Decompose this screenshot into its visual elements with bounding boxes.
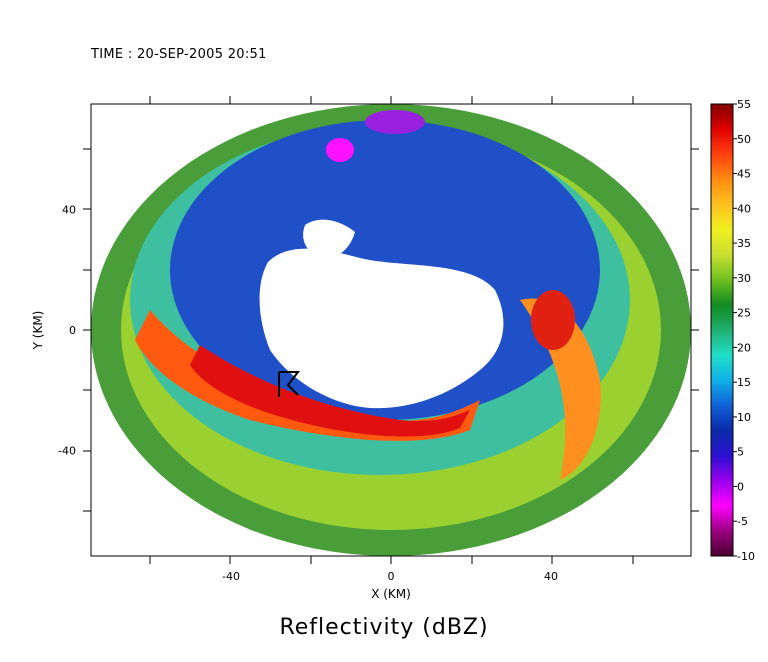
x-tick-label: 0	[388, 570, 395, 583]
x-tick-label: -40	[222, 570, 240, 583]
cell-north-magenta	[326, 138, 354, 162]
colorbar-tick-label: 35	[737, 237, 751, 250]
reflectivity-field	[91, 104, 691, 556]
y-tick-label: 40	[62, 203, 76, 216]
rainband-east	[520, 298, 601, 480]
colorbar-tick-label: 40	[737, 202, 751, 215]
colorbar-tick-label: 0	[737, 480, 744, 493]
x-ticks	[149, 96, 634, 564]
radar-site-marker	[278, 371, 301, 397]
rainband-red	[135, 310, 480, 441]
colorbar-tick-label: -10	[737, 550, 755, 563]
x-tick-label: 40	[544, 570, 558, 583]
rainband-core	[190, 345, 470, 437]
colorbar-tick-label: 5	[737, 446, 744, 459]
colorbar-tick-label: 30	[737, 272, 751, 285]
y-tick-label: 0	[69, 324, 76, 337]
y-ticks	[83, 148, 699, 512]
x-axis-title: X (KM)	[371, 587, 411, 601]
time-label: TIME : 20-SEP-2005 20:51	[91, 47, 267, 62]
colorbar-tick-label: 15	[737, 376, 751, 389]
eye-no-echo	[259, 248, 504, 409]
colorbar-tick-label: 55	[737, 98, 751, 111]
eye-north-gap	[303, 219, 355, 259]
colorbar-tick-label: -5	[737, 515, 748, 528]
y-tick-label: -40	[58, 445, 76, 458]
colorbar-tick-label: 25	[737, 307, 751, 320]
x-tick-labels: -40 0 40	[222, 570, 558, 583]
colorbar-tick-label: 10	[737, 411, 751, 424]
chart-title: Reflectivity (dBZ)	[279, 615, 489, 640]
colorbar-gradient	[710, 103, 734, 557]
colorbar-tick-label: 20	[737, 341, 751, 354]
y-tick-labels: -40 0 40	[58, 203, 76, 457]
y-axis-title: Y (KM)	[31, 311, 45, 351]
cell-north	[365, 110, 425, 134]
rainband-east-core	[531, 290, 575, 350]
colorbar-tick-label: 50	[737, 133, 751, 146]
colorbar-tick-label: 45	[737, 168, 751, 181]
